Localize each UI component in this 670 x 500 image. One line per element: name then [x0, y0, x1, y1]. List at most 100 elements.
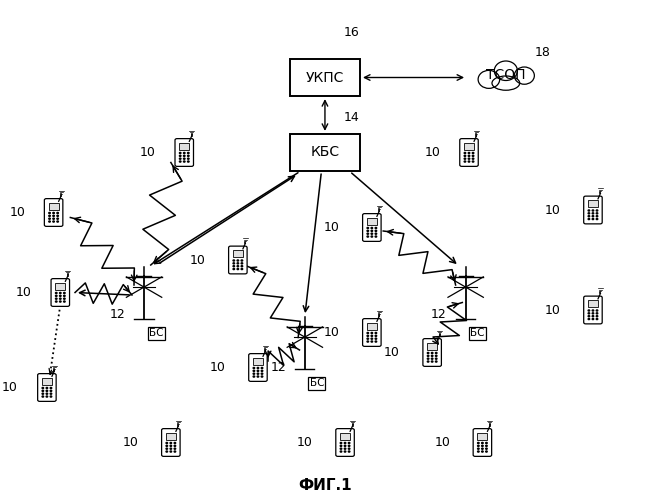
Circle shape [468, 158, 470, 160]
Circle shape [472, 158, 474, 160]
Bar [49, 202, 58, 209]
Circle shape [170, 442, 172, 444]
Circle shape [241, 263, 243, 264]
Circle shape [367, 332, 368, 334]
Circle shape [371, 236, 373, 237]
Circle shape [261, 376, 263, 377]
Circle shape [592, 210, 594, 211]
Circle shape [60, 301, 61, 302]
Circle shape [468, 152, 470, 154]
Circle shape [241, 268, 243, 270]
Circle shape [233, 263, 234, 264]
FancyBboxPatch shape [336, 428, 354, 456]
Circle shape [478, 442, 479, 444]
Circle shape [184, 158, 185, 160]
FancyBboxPatch shape [44, 198, 63, 226]
FancyBboxPatch shape [362, 318, 381, 346]
Circle shape [588, 210, 590, 211]
Circle shape [174, 451, 176, 452]
Ellipse shape [494, 61, 517, 80]
Circle shape [596, 313, 598, 314]
Circle shape [170, 448, 172, 450]
Circle shape [57, 212, 58, 214]
Circle shape [596, 216, 598, 217]
Text: БС: БС [310, 378, 324, 388]
Circle shape [257, 376, 259, 377]
Circle shape [367, 338, 368, 340]
Text: 10: 10 [324, 221, 340, 234]
Circle shape [49, 212, 50, 214]
Text: УКПС: УКПС [306, 70, 344, 85]
Circle shape [46, 390, 48, 392]
Text: 12: 12 [270, 361, 286, 374]
Text: 10: 10 [10, 206, 26, 219]
Circle shape [464, 161, 466, 162]
Circle shape [233, 260, 234, 261]
Text: 10: 10 [297, 436, 313, 449]
Circle shape [253, 370, 255, 372]
Circle shape [375, 233, 377, 234]
Text: 10: 10 [123, 436, 139, 449]
Ellipse shape [492, 76, 520, 90]
Circle shape [50, 390, 52, 392]
Circle shape [596, 310, 598, 311]
Circle shape [592, 318, 594, 320]
Circle shape [367, 230, 368, 232]
Circle shape [340, 451, 342, 452]
Circle shape [188, 152, 189, 154]
Circle shape [592, 213, 594, 214]
Circle shape [375, 236, 377, 237]
FancyBboxPatch shape [51, 278, 70, 306]
Bar [233, 250, 243, 257]
Circle shape [592, 313, 594, 314]
Circle shape [42, 396, 44, 397]
Text: ТСОП: ТСОП [486, 68, 525, 82]
Circle shape [596, 218, 598, 220]
Bar [180, 142, 189, 150]
Text: 10: 10 [545, 204, 561, 216]
Circle shape [427, 352, 429, 354]
Circle shape [56, 301, 57, 302]
Text: 10: 10 [324, 326, 340, 339]
Circle shape [53, 221, 54, 222]
Circle shape [233, 266, 234, 267]
Circle shape [431, 361, 433, 362]
Circle shape [592, 218, 594, 220]
Text: 10: 10 [139, 146, 155, 159]
Circle shape [375, 338, 377, 340]
Circle shape [166, 442, 168, 444]
Circle shape [56, 292, 57, 294]
Bar [464, 142, 474, 150]
Circle shape [53, 218, 54, 220]
Ellipse shape [478, 70, 500, 88]
Circle shape [257, 373, 259, 374]
Circle shape [188, 161, 189, 162]
Circle shape [237, 260, 239, 261]
Circle shape [592, 216, 594, 217]
Bar [340, 432, 350, 440]
Circle shape [431, 352, 433, 354]
Circle shape [375, 341, 377, 342]
Circle shape [261, 373, 263, 374]
Circle shape [344, 442, 346, 444]
Text: КБС: КБС [310, 146, 340, 160]
Circle shape [237, 266, 239, 267]
Circle shape [184, 161, 185, 162]
Text: 10: 10 [545, 304, 561, 316]
FancyBboxPatch shape [38, 374, 56, 402]
Circle shape [588, 216, 590, 217]
FancyBboxPatch shape [175, 138, 194, 166]
FancyBboxPatch shape [473, 428, 492, 456]
Text: 18: 18 [535, 46, 551, 59]
Bar [367, 322, 377, 330]
FancyBboxPatch shape [460, 138, 478, 166]
Circle shape [375, 332, 377, 334]
Circle shape [42, 390, 44, 392]
Text: 14: 14 [344, 111, 360, 124]
Circle shape [241, 266, 243, 267]
Circle shape [57, 221, 58, 222]
Circle shape [367, 236, 368, 237]
Circle shape [596, 213, 598, 214]
Circle shape [50, 393, 52, 394]
FancyBboxPatch shape [423, 338, 442, 366]
